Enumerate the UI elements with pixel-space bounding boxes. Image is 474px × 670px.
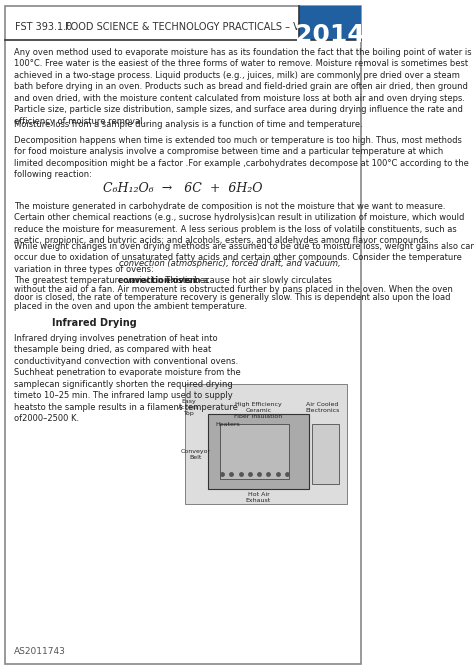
Text: Moisture loss from a sample during analysis is a function of time and temperatur: Moisture loss from a sample during analy… [14, 120, 363, 129]
Text: The greatest temperature variation exists in a: The greatest temperature variation exist… [14, 276, 211, 285]
Text: 2014: 2014 [295, 23, 365, 47]
Text: placed in the oven and upon the ambient temperature.: placed in the oven and upon the ambient … [14, 302, 247, 310]
Text: Air Cooled
Electronics: Air Cooled Electronics [305, 402, 340, 413]
Text: Easy
Access
Top: Easy Access Top [178, 399, 200, 415]
Text: High Efficiency
Ceramic
Fiber Insulation: High Efficiency Ceramic Fiber Insulation [234, 402, 283, 419]
Text: Heaters: Heaters [215, 422, 240, 427]
FancyBboxPatch shape [312, 424, 339, 484]
FancyBboxPatch shape [299, 6, 361, 40]
Text: C₆H₁₂O₆  →   6C  +  6H₂O: C₆H₁₂O₆ → 6C + 6H₂O [103, 182, 263, 195]
Text: without the aid of a fan. Air movement is obstructed further by pans placed in t: without the aid of a fan. Air movement i… [14, 285, 453, 293]
Text: FOOD SCIENCE & TECHNOLOGY PRACTICALS – V: FOOD SCIENCE & TECHNOLOGY PRACTICALS – V [65, 22, 300, 32]
Text: Any oven method used to evaporate moisture has as its foundation the fact that t: Any oven method used to evaporate moistu… [14, 48, 472, 126]
FancyBboxPatch shape [208, 414, 309, 489]
FancyBboxPatch shape [185, 384, 347, 504]
Text: The moisture generated in carbohydrate de composition is not the moisture that w: The moisture generated in carbohydrate d… [14, 202, 464, 245]
Text: Conveyor
Belt: Conveyor Belt [181, 449, 211, 460]
Text: convection oven: convection oven [118, 276, 196, 285]
Text: Decomposition happens when time is extended too much or temperature is too high.: Decomposition happens when time is exten… [14, 136, 469, 180]
FancyBboxPatch shape [5, 6, 361, 664]
Text: Infrared drying involves penetration of heat into
thesample being dried, as comp: Infrared drying involves penetration of … [14, 334, 241, 423]
Text: FST 393.1.0: FST 393.1.0 [16, 22, 73, 32]
FancyBboxPatch shape [220, 424, 289, 479]
Text: AS2011743: AS2011743 [14, 647, 66, 656]
Text: Infrared Drying: Infrared Drying [53, 318, 137, 328]
Text: While weight changes in oven drying methods are assumed to be due to moisture lo: While weight changes in oven drying meth… [14, 242, 474, 274]
Text: door is closed, the rate of temperature recovery is generally slow. This is depe: door is closed, the rate of temperature … [14, 293, 450, 302]
Text: Hot Air
Exhaust: Hot Air Exhaust [246, 492, 271, 502]
Text: . This is because hot air slowly circulates: . This is because hot air slowly circula… [160, 276, 331, 285]
Text: convection (atmospheric), forced draft, and vacuum,: convection (atmospheric), forced draft, … [119, 259, 340, 268]
